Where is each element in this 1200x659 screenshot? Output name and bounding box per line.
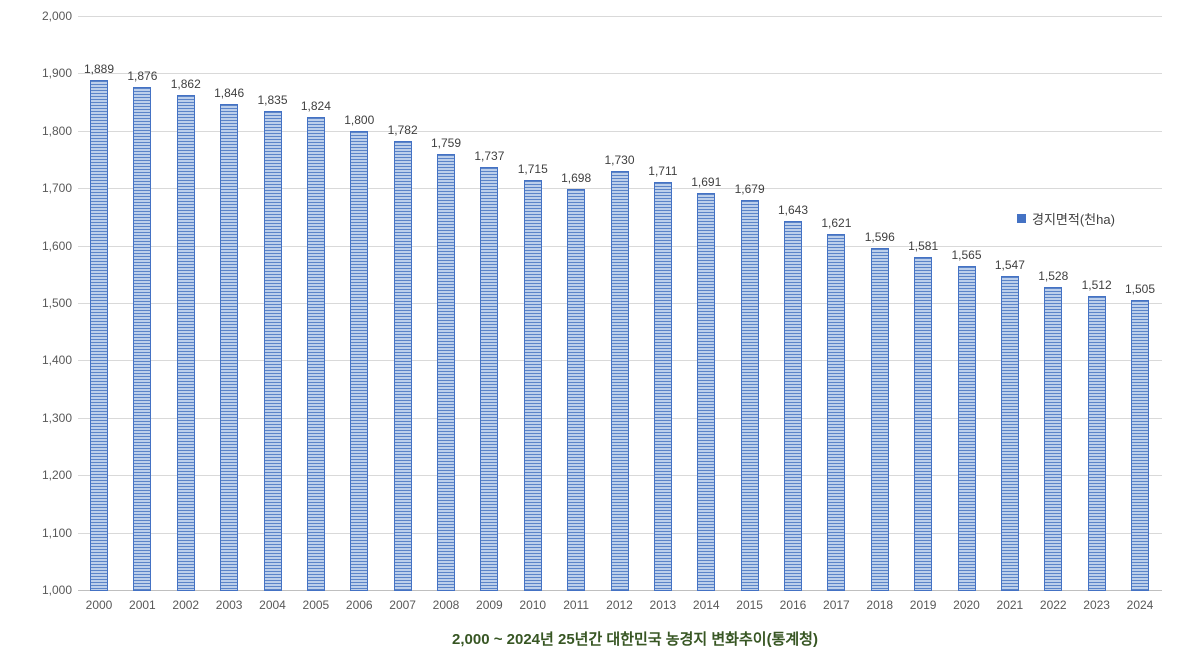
bar-2014 bbox=[697, 193, 716, 591]
y-tick-label: 1,200 bbox=[41, 468, 72, 483]
x-tick-label: 2013 bbox=[649, 598, 677, 612]
x-tick-label: 2002 bbox=[172, 598, 200, 612]
bar-value-label: 1,547 bbox=[994, 258, 1025, 273]
bar-2015 bbox=[740, 200, 759, 591]
y-tick-label: 1,800 bbox=[41, 123, 72, 138]
y-tick-label: 1,300 bbox=[41, 410, 72, 425]
x-tick-label: 2014 bbox=[692, 598, 720, 612]
x-tick-label: 2023 bbox=[1083, 598, 1110, 612]
bar-value-label: 1,505 bbox=[1124, 282, 1156, 297]
bar-2002 bbox=[176, 95, 195, 591]
bar-value-label: 1,862 bbox=[170, 77, 201, 92]
bar-2004 bbox=[263, 110, 282, 591]
gridline bbox=[78, 130, 1162, 132]
y-tick-label: 1,000 bbox=[41, 583, 72, 597]
bar-2020 bbox=[957, 265, 976, 591]
x-tick-label: 2005 bbox=[302, 598, 330, 612]
bar-2008 bbox=[437, 154, 455, 591]
bar-value-label: 1,835 bbox=[257, 92, 288, 107]
x-tick-label: 2004 bbox=[259, 598, 286, 612]
bar-2013 bbox=[653, 181, 672, 591]
bar-value-label: 1,528 bbox=[1038, 268, 1069, 283]
y-tick-label: 1,100 bbox=[41, 525, 72, 540]
legend: 경지면적(천ha) bbox=[1017, 209, 1115, 228]
bar-value-label: 1,698 bbox=[561, 171, 592, 186]
bar-value-label: 1,824 bbox=[300, 99, 331, 114]
legend-label: 경지면적(천ha) bbox=[1032, 212, 1115, 227]
x-tick-label: 2010 bbox=[519, 598, 547, 612]
bar-value-label: 1,711 bbox=[648, 163, 678, 178]
bar-value-label: 1,643 bbox=[777, 202, 809, 217]
x-tick-label: 2007 bbox=[389, 598, 416, 612]
y-tick-label: 1,700 bbox=[41, 181, 72, 196]
bar-2010 bbox=[523, 179, 542, 591]
bar-2006 bbox=[350, 130, 369, 591]
bar-2003 bbox=[220, 104, 239, 591]
bar-2011 bbox=[567, 189, 586, 591]
x-tick-label: 2018 bbox=[866, 598, 894, 612]
x-tick-label: 2024 bbox=[1126, 598, 1154, 612]
bar-value-label: 1,679 bbox=[734, 182, 765, 197]
y-tick-label: 2,000 bbox=[41, 9, 72, 23]
x-tick-label: 2015 bbox=[736, 598, 763, 612]
y-tick-label: 1,900 bbox=[41, 66, 72, 81]
bar-value-label: 1,876 bbox=[127, 69, 158, 84]
bar-2017 bbox=[827, 233, 846, 591]
bar-2024 bbox=[1131, 300, 1149, 591]
x-tick-label: 2020 bbox=[953, 598, 980, 612]
x-tick-label: 2001 bbox=[129, 598, 156, 612]
bar-2022 bbox=[1044, 286, 1063, 591]
x-tick-label: 2000 bbox=[85, 598, 113, 612]
y-tick-label: 1,600 bbox=[41, 238, 72, 253]
bar-value-label: 1,759 bbox=[430, 136, 462, 151]
bar-2016 bbox=[784, 220, 802, 591]
x-tick-label: 2008 bbox=[432, 598, 460, 612]
bar-2000 bbox=[90, 79, 108, 591]
x-tick-label: 2016 bbox=[779, 598, 807, 612]
bar-value-label: 1,730 bbox=[604, 152, 635, 167]
bar-2005 bbox=[306, 117, 325, 591]
bar-value-label: 1,581 bbox=[908, 238, 939, 253]
bar-value-label: 1,691 bbox=[691, 175, 722, 190]
bar-2021 bbox=[1000, 276, 1019, 591]
bar-value-label: 1,782 bbox=[387, 123, 418, 138]
bar-value-label: 1,596 bbox=[864, 229, 895, 244]
bar-value-label: 1,621 bbox=[821, 215, 852, 230]
bar-value-label: 1,800 bbox=[344, 112, 375, 127]
x-tick-label: 2006 bbox=[345, 598, 373, 612]
x-tick-label: 2011 bbox=[563, 598, 590, 612]
legend-square-icon bbox=[1017, 214, 1026, 223]
x-tick-label: 2022 bbox=[1039, 598, 1067, 612]
x-tick-label: 2021 bbox=[996, 598, 1024, 612]
chart-title: 2,000 ~ 2024년 25년간 대한민국 농경지 변화추이(통계청) bbox=[452, 631, 818, 648]
bar-2023 bbox=[1087, 296, 1106, 591]
bar-value-label: 1,889 bbox=[83, 61, 115, 76]
bar-value-label: 1,565 bbox=[951, 247, 982, 262]
gridline bbox=[78, 73, 1162, 75]
bar-value-label: 1,846 bbox=[214, 86, 245, 101]
x-tick-label: 2017 bbox=[823, 598, 850, 612]
bar-2019 bbox=[914, 256, 933, 591]
bar-2001 bbox=[133, 87, 152, 591]
bar-2007 bbox=[393, 141, 412, 591]
y-tick-label: 1,400 bbox=[41, 353, 72, 368]
bar-value-label: 1,512 bbox=[1081, 278, 1112, 293]
bar-value-label: 1,715 bbox=[517, 161, 548, 176]
bar-value-label: 1,737 bbox=[474, 148, 505, 163]
bar-2009 bbox=[480, 166, 499, 591]
bar-2012 bbox=[610, 170, 629, 591]
x-tick-label: 2019 bbox=[909, 598, 937, 612]
bar-2018 bbox=[870, 247, 889, 591]
y-tick-label: 1,500 bbox=[41, 296, 72, 310]
gridline bbox=[78, 16, 1162, 17]
x-tick-label: 2012 bbox=[606, 598, 633, 612]
x-tick-label: 2003 bbox=[215, 598, 243, 612]
x-tick-label: 2009 bbox=[476, 598, 503, 612]
